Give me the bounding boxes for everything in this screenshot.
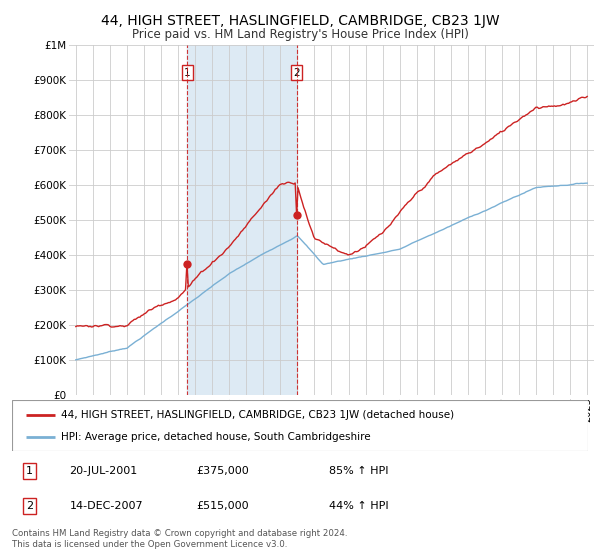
Text: 1: 1 xyxy=(26,466,33,476)
Text: Contains HM Land Registry data © Crown copyright and database right 2024.
This d: Contains HM Land Registry data © Crown c… xyxy=(12,529,347,549)
Text: 2: 2 xyxy=(293,68,300,78)
Text: 44, HIGH STREET, HASLINGFIELD, CAMBRIDGE, CB23 1JW (detached house): 44, HIGH STREET, HASLINGFIELD, CAMBRIDGE… xyxy=(61,409,454,419)
Text: 14-DEC-2007: 14-DEC-2007 xyxy=(70,501,143,511)
Text: £515,000: £515,000 xyxy=(196,501,249,511)
Bar xyxy=(187,45,296,395)
FancyBboxPatch shape xyxy=(12,400,588,451)
Text: 20-JUL-2001: 20-JUL-2001 xyxy=(70,466,138,476)
Text: £375,000: £375,000 xyxy=(196,466,249,476)
Text: 1: 1 xyxy=(184,68,191,78)
Text: HPI: Average price, detached house, South Cambridgeshire: HPI: Average price, detached house, Sout… xyxy=(61,432,371,442)
Text: 2: 2 xyxy=(26,501,33,511)
Text: 44% ↑ HPI: 44% ↑ HPI xyxy=(329,501,388,511)
Text: 44, HIGH STREET, HASLINGFIELD, CAMBRIDGE, CB23 1JW: 44, HIGH STREET, HASLINGFIELD, CAMBRIDGE… xyxy=(101,14,499,28)
Text: Price paid vs. HM Land Registry's House Price Index (HPI): Price paid vs. HM Land Registry's House … xyxy=(131,28,469,41)
Text: 85% ↑ HPI: 85% ↑ HPI xyxy=(329,466,388,476)
